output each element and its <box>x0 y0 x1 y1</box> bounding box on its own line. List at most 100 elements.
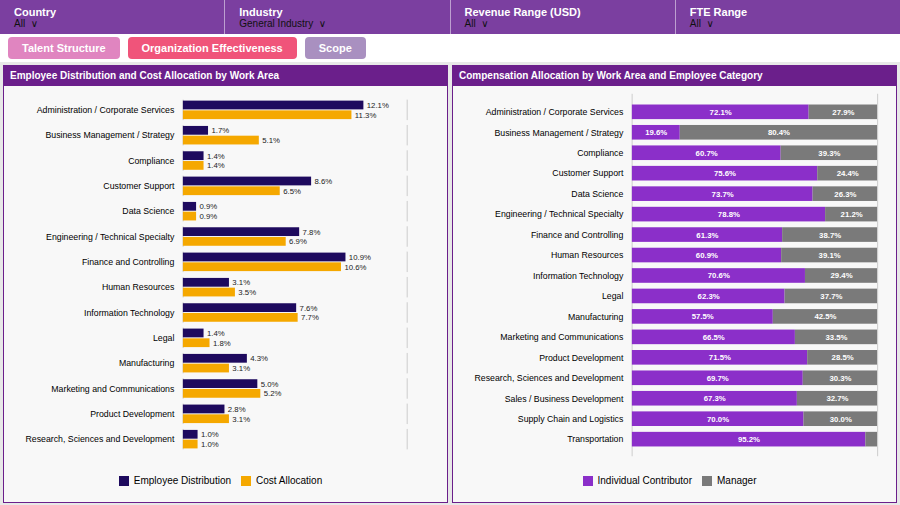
html-text:Country: Country <box>14 5 57 18</box>
svg-text:Data Science: Data Science <box>571 189 623 199</box>
svg-text:28.5%: 28.5% <box>832 353 854 362</box>
svg-text:4.3%: 4.3% <box>250 354 268 363</box>
svg-text:61.3%: 61.3% <box>696 231 718 240</box>
svg-text:Compliance: Compliance <box>577 148 623 158</box>
svg-text:10.9%: 10.9% <box>349 253 371 262</box>
html-text:FTE Range: FTE Range <box>689 5 748 18</box>
svg-text:Marketing and Communications: Marketing and Communications <box>500 332 624 342</box>
svg-text:5.0%: 5.0% <box>261 380 279 389</box>
svg-text:Research, Sciences and Develop: Research, Sciences and Development <box>26 434 175 444</box>
html-text:General Industry ∨: General Industry ∨ <box>239 17 327 29</box>
svg-text:75.6%: 75.6% <box>714 169 736 178</box>
svg-text:3.1%: 3.1% <box>232 278 250 287</box>
svg-text:7.6%: 7.6% <box>300 304 318 313</box>
svg-text:69.7%: 69.7% <box>707 374 729 383</box>
svg-text:67.3%: 67.3% <box>704 394 726 403</box>
svg-text:3.1%: 3.1% <box>232 415 250 424</box>
svg-text:71.5%: 71.5% <box>709 353 731 362</box>
svg-text:6.9%: 6.9% <box>289 237 307 246</box>
svg-text:Customer Support: Customer Support <box>103 181 175 191</box>
svg-text:2.8%: 2.8% <box>228 405 246 414</box>
svg-text:38.7%: 38.7% <box>819 231 841 240</box>
svg-text:3.5%: 3.5% <box>238 288 256 297</box>
svg-text:Business Management / Strategy: Business Management / Strategy <box>494 128 624 138</box>
svg-text:6.5%: 6.5% <box>283 187 301 196</box>
svg-text:19.6%: 19.6% <box>645 128 667 137</box>
svg-text:39.1%: 39.1% <box>819 251 841 260</box>
svg-text:Marketing and Communications: Marketing and Communications <box>51 384 175 394</box>
svg-text:60.9%: 60.9% <box>696 251 718 260</box>
svg-text:0.9%: 0.9% <box>199 202 217 211</box>
svg-text:7.7%: 7.7% <box>301 313 319 322</box>
svg-text:57.5%: 57.5% <box>692 312 714 321</box>
svg-text:5.1%: 5.1% <box>262 136 280 145</box>
svg-text:Administration / Corporate Ser: Administration / Corporate Services <box>486 107 624 117</box>
svg-text:1.4%: 1.4% <box>207 329 225 338</box>
svg-text:8.6%: 8.6% <box>315 177 333 186</box>
svg-text:Human Resources: Human Resources <box>102 282 175 292</box>
svg-text:Finance and Controlling: Finance and Controlling <box>82 257 175 267</box>
svg-text:Administration / Corporate Ser: Administration / Corporate Services <box>37 105 175 115</box>
svg-text:26.3%: 26.3% <box>834 190 856 199</box>
svg-text:42.5%: 42.5% <box>814 312 836 321</box>
svg-text:10.6%: 10.6% <box>344 263 366 272</box>
svg-text:12.1%: 12.1% <box>367 101 389 110</box>
svg-text:72.1%: 72.1% <box>710 108 732 117</box>
svg-text:27.9%: 27.9% <box>832 108 854 117</box>
svg-text:30.0%: 30.0% <box>830 415 852 424</box>
html-text:All ∨: All ∨ <box>689 17 714 29</box>
svg-text:Product Development: Product Development <box>90 409 175 419</box>
svg-text:60.7%: 60.7% <box>696 149 718 158</box>
svg-text:Data Science: Data Science <box>122 206 174 216</box>
svg-text:1.0%: 1.0% <box>201 440 219 449</box>
svg-text:62.3%: 62.3% <box>698 292 720 301</box>
svg-text:Research, Sciences and Develop: Research, Sciences and Development <box>475 373 624 383</box>
svg-text:Customer Support: Customer Support <box>552 168 624 178</box>
svg-text:39.3%: 39.3% <box>818 149 840 158</box>
svg-text:Legal: Legal <box>153 333 174 343</box>
svg-text:30.3%: 30.3% <box>829 374 851 383</box>
svg-text:73.7%: 73.7% <box>712 190 734 199</box>
svg-text:1.4%: 1.4% <box>207 161 225 170</box>
svg-text:70.6%: 70.6% <box>708 271 730 280</box>
svg-text:Product Development: Product Development <box>539 353 624 363</box>
svg-text:Human Resources: Human Resources <box>551 250 624 260</box>
svg-text:78.8%: 78.8% <box>718 210 740 219</box>
svg-text:29.4%: 29.4% <box>830 271 852 280</box>
svg-text:Supply Chain and Logistics: Supply Chain and Logistics <box>518 414 624 424</box>
svg-text:1.7%: 1.7% <box>211 126 229 135</box>
svg-text:Information Technology: Information Technology <box>533 271 624 281</box>
html-text:All ∨: All ∨ <box>464 17 489 29</box>
svg-text:Compliance: Compliance <box>128 156 174 166</box>
svg-text:1.8%: 1.8% <box>213 339 231 348</box>
svg-text:Transportation: Transportation <box>567 434 623 444</box>
svg-text:7.8%: 7.8% <box>303 228 321 237</box>
svg-text:95.2%: 95.2% <box>738 435 760 444</box>
svg-text:Business Management / Strategy: Business Management / Strategy <box>45 130 175 140</box>
html-text:Revenue Range (USD): Revenue Range (USD) <box>464 5 581 18</box>
svg-text:3.1%: 3.1% <box>232 364 250 373</box>
html-text:Industry: Industry <box>239 5 283 18</box>
svg-text:66.5%: 66.5% <box>703 333 725 342</box>
svg-text:33.5%: 33.5% <box>825 333 847 342</box>
svg-text:32.7%: 32.7% <box>826 394 848 403</box>
svg-text:0.9%: 0.9% <box>199 212 217 221</box>
svg-text:1.4%: 1.4% <box>207 152 225 161</box>
svg-text:Engineering / Technical Specia: Engineering / Technical Specialty <box>495 209 624 219</box>
svg-text:Manufacturing: Manufacturing <box>119 358 175 368</box>
svg-text:11.3%: 11.3% <box>355 111 377 120</box>
svg-text:Manufacturing: Manufacturing <box>568 312 624 322</box>
svg-text:Engineering / Technical Specia: Engineering / Technical Specialty <box>46 232 175 242</box>
svg-text:24.4%: 24.4% <box>837 169 859 178</box>
svg-text:37.7%: 37.7% <box>820 292 842 301</box>
svg-text:Legal: Legal <box>602 291 623 301</box>
svg-text:21.2%: 21.2% <box>841 210 863 219</box>
svg-text:70.0%: 70.0% <box>707 415 729 424</box>
svg-text:1.0%: 1.0% <box>201 430 219 439</box>
svg-text:Information Technology: Information Technology <box>84 308 175 318</box>
html-text:All ∨: All ∨ <box>14 17 38 29</box>
svg-text:5.2%: 5.2% <box>264 389 282 398</box>
svg-text:80.4%: 80.4% <box>768 128 790 137</box>
svg-text:Sales / Business Development: Sales / Business Development <box>505 394 624 404</box>
svg-text:Finance and Controlling: Finance and Controlling <box>531 230 624 240</box>
